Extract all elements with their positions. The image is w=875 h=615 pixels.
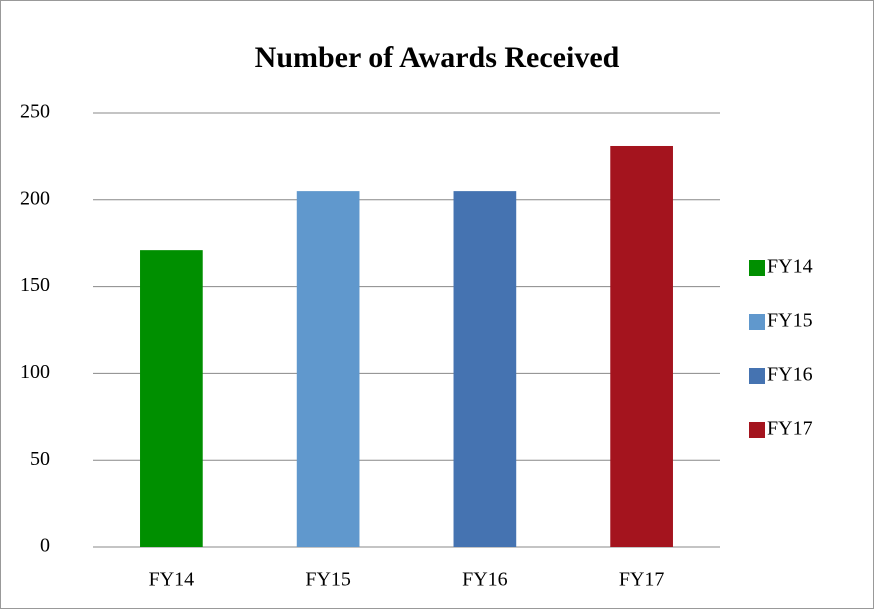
bar (140, 250, 203, 548)
legend-swatch (749, 368, 765, 384)
legend-label: FY15 (767, 310, 813, 332)
y-tick-label: 250 (20, 101, 50, 123)
x-tick-label: FY15 (305, 569, 351, 591)
y-tick-label: 100 (20, 361, 50, 383)
bar (610, 145, 673, 547)
y-tick-label: 0 (40, 535, 50, 557)
y-tick-label: 200 (20, 187, 50, 209)
bar (453, 191, 517, 547)
legend-swatch (749, 314, 765, 330)
legend-swatch (749, 260, 765, 276)
y-tick-label: 150 (20, 274, 50, 296)
legend-label: FY17 (767, 418, 813, 440)
x-tick-label: FY17 (619, 569, 665, 591)
y-tick-label: 50 (30, 448, 50, 470)
bar (296, 191, 360, 547)
x-tick-label: FY16 (462, 569, 508, 591)
chart-title: Number of Awards Received (255, 41, 620, 74)
legend-swatch (749, 422, 765, 438)
x-tick-label: FY14 (149, 569, 195, 591)
legend-label: FY16 (767, 364, 813, 386)
legend-label: FY14 (767, 256, 813, 278)
